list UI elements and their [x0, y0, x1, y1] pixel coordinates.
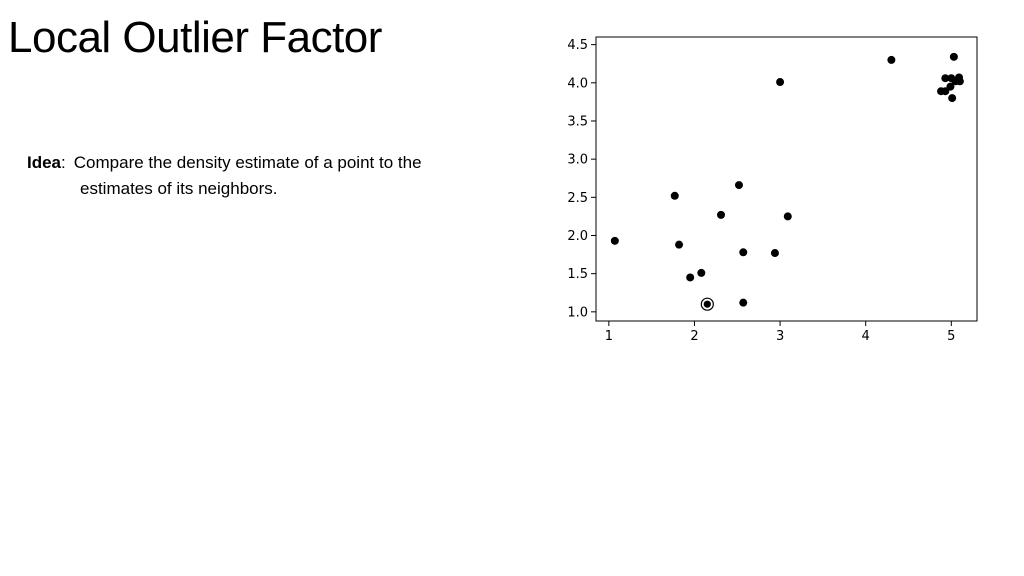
slide-title: Local Outlier Factor [8, 13, 382, 62]
y-tick-label: 3.5 [567, 114, 588, 129]
data-point [941, 87, 950, 96]
y-axis: 1.0 1.5 2.0 2.5 3.0 3.5 4.0 4.5 [567, 38, 596, 320]
data-point [610, 236, 619, 245]
data-point [670, 191, 679, 200]
data-point [734, 181, 743, 190]
highlighted-point-group [700, 297, 714, 311]
data-point [686, 273, 695, 282]
x-tick-label: 4 [862, 329, 870, 344]
idea-block: Idea: Compare the density estimate of a … [27, 150, 507, 202]
x-tick-label: 2 [690, 329, 698, 344]
data-point [739, 248, 748, 257]
highlighted-point [703, 300, 711, 308]
highlighted-point-ring [700, 297, 714, 311]
plot-frame [595, 36, 978, 322]
y-tick-label: 4.0 [567, 76, 588, 91]
idea-separator: : [61, 153, 66, 172]
y-tick-label: 3.0 [567, 153, 588, 168]
y-tick-label: 1.0 [567, 305, 588, 320]
data-point [717, 210, 726, 219]
y-tick-label: 4.5 [567, 38, 588, 53]
idea-label: Idea [27, 153, 62, 172]
x-axis: 1 2 3 4 5 [605, 321, 955, 344]
data-point [948, 94, 957, 103]
x-tick-label: 1 [605, 329, 613, 344]
data-point [783, 212, 792, 221]
data-point [697, 268, 706, 277]
idea-line-1: Idea: Compare the density estimate of a … [27, 150, 507, 176]
data-points [610, 52, 964, 307]
data-point [675, 240, 684, 249]
x-tick-label: 5 [947, 329, 955, 344]
y-tick-label: 1.5 [567, 267, 588, 282]
data-point [946, 82, 955, 91]
data-point [887, 55, 896, 64]
data-point [770, 249, 779, 258]
x-tick-label: 3 [776, 329, 784, 344]
y-tick-label: 2.0 [567, 229, 588, 244]
data-point [739, 298, 748, 307]
data-point [949, 52, 958, 61]
idea-text-line2: estimates of its neighbors. [80, 179, 278, 198]
y-tick-label: 2.5 [567, 191, 588, 206]
data-point [955, 77, 964, 86]
idea-text-line1: Compare the density estimate of a point … [73, 153, 422, 172]
data-point [941, 74, 950, 83]
data-point [776, 78, 785, 87]
